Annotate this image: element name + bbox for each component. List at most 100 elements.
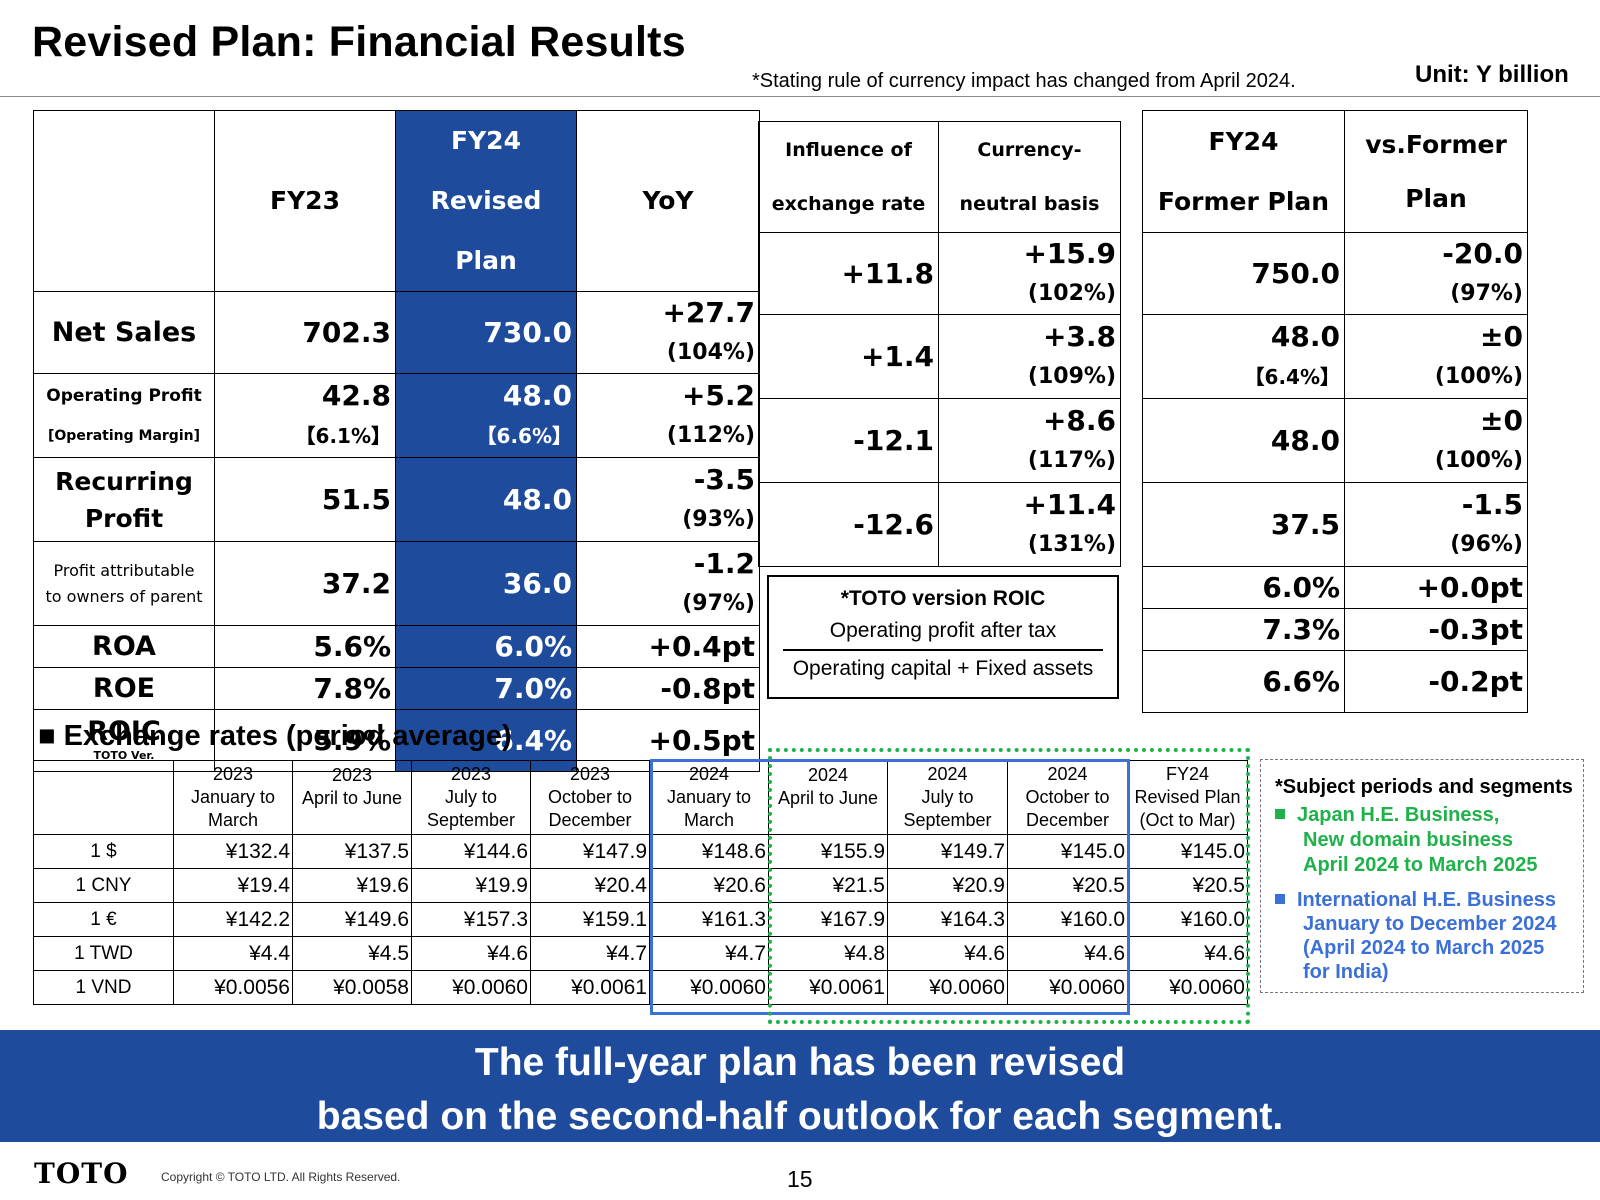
op-label: Operating Profit bbox=[46, 385, 202, 406]
net-sales-yoy: +27.7 (104%) bbox=[576, 291, 760, 374]
fx-col-line2: July to bbox=[444, 787, 498, 807]
copyright: Copyright © TOTO LTD. All Rights Reserve… bbox=[161, 1170, 401, 1184]
fx-col-2023-q1: 2023 January to March bbox=[173, 760, 293, 835]
pp-fy23: 37.2 bbox=[214, 541, 396, 626]
fx-row-twd: 1 TWD ¥4.4 ¥4.5 ¥4.6 ¥4.7 ¥4.7 ¥4.8 ¥4.6… bbox=[33, 936, 1248, 971]
net-sales-influence: +11.8 bbox=[758, 232, 939, 315]
fx-row-label: 1 CNY bbox=[33, 868, 174, 903]
international-period-highlight bbox=[650, 759, 1130, 1015]
fx-cell: ¥149.6 bbox=[292, 902, 412, 937]
op-former-value: 48.0 bbox=[1270, 319, 1340, 353]
fx-col-line2: April to June bbox=[301, 788, 403, 808]
roic-definition-box: *TOTO version ROIC Operating profit afte… bbox=[767, 575, 1119, 699]
rp-vs-value: ±0 bbox=[1480, 403, 1523, 437]
fx-col-line2: April to June bbox=[777, 788, 879, 808]
fx-col-fy24-plan: FY24 Revised Plan (Oct to Mar) bbox=[1127, 760, 1248, 835]
fx-cell: ¥167.9 bbox=[768, 902, 888, 937]
fx-cell: ¥0.0060 bbox=[887, 970, 1008, 1005]
fx-cell: ¥20.5 bbox=[1127, 868, 1248, 903]
fx-col-line2: July to bbox=[921, 787, 974, 807]
financial-table-former: FY24 Former Plan vs.Former Plan 750.0 -20.… bbox=[1142, 110, 1528, 713]
fx-col-year: 2023 bbox=[569, 764, 611, 784]
pp-neutral-pct: (131%) bbox=[1027, 531, 1116, 557]
net-sales-former: 750.0 bbox=[1142, 232, 1345, 315]
currency-note: *Stating rule of currency impact has cha… bbox=[752, 70, 1296, 92]
pp-neutral-value: +11.4 bbox=[1023, 487, 1116, 521]
fx-header-blank bbox=[33, 760, 174, 835]
header-vs-line2: Plan bbox=[1405, 183, 1467, 213]
pp-label: Profit attributable bbox=[53, 560, 195, 580]
row-label-profit-parent: Profit attributable to owners of parent bbox=[33, 541, 215, 626]
fx-row-label: 1 $ bbox=[33, 834, 174, 869]
pp-vs-pct: (96%) bbox=[1450, 531, 1523, 557]
rp-influence: -12.1 bbox=[758, 398, 939, 483]
segment-japan-line3: April 2024 to March 2025 bbox=[1303, 854, 1538, 876]
pp-yoy: -1.2 (97%) bbox=[576, 541, 760, 626]
net-sales-neutral: +15.9 (102%) bbox=[938, 232, 1121, 315]
fx-cell: ¥0.0060 bbox=[649, 970, 769, 1005]
fx-col-2023-q3: 2023 July to September bbox=[411, 760, 531, 835]
segment-japan-line2: New domain business bbox=[1303, 829, 1514, 851]
roe-former: 7.3% bbox=[1142, 608, 1345, 651]
fx-cell: ¥164.3 bbox=[887, 902, 1008, 937]
fx-cell: ¥0.0061 bbox=[530, 970, 650, 1005]
pp-fy24: 36.0 bbox=[395, 541, 577, 626]
fx-cell: ¥0.0061 bbox=[768, 970, 888, 1005]
rp-yoy: -3.5 (93%) bbox=[576, 457, 760, 542]
op-former: 48.0 【6.4%】 bbox=[1142, 314, 1345, 399]
fx-row-cny: 1 CNY ¥19.4 ¥19.6 ¥19.9 ¥20.4 ¥20.6 ¥21.… bbox=[33, 868, 1248, 903]
fx-row-label: 1 VND bbox=[33, 970, 174, 1005]
fx-col-line3: December bbox=[548, 810, 632, 830]
segment-intl-line2: January to December 2024 bbox=[1303, 913, 1557, 935]
fx-row-label: 1 € bbox=[33, 902, 174, 937]
row-label-net-sales: Net Sales bbox=[33, 291, 215, 374]
fx-col-year: 2023 bbox=[212, 764, 254, 784]
rp-fy24: 48.0 bbox=[395, 457, 577, 542]
fx-col-year: 2023 bbox=[450, 764, 492, 784]
roa-vs: +0.0pt bbox=[1344, 566, 1528, 609]
fx-cell: ¥137.5 bbox=[292, 834, 412, 869]
header-influence: Influence of exchange rate bbox=[758, 121, 939, 233]
op-fy23-value: 42.8 bbox=[321, 378, 391, 412]
pp-neutral: +11.4 (131%) bbox=[938, 482, 1121, 567]
roe-yoy: -0.8pt bbox=[576, 667, 760, 710]
net-sales-yoy-value: +27.7 bbox=[662, 295, 755, 329]
fx-cell: ¥4.5 bbox=[292, 936, 412, 971]
fx-cell: ¥21.5 bbox=[768, 868, 888, 903]
op-yoy: +5.2 (112%) bbox=[576, 373, 760, 458]
fx-row-vnd: 1 VND ¥0.0056 ¥0.0058 ¥0.0060 ¥0.0061 ¥0… bbox=[33, 970, 1248, 1005]
op-vs-value: ±0 bbox=[1480, 319, 1523, 353]
op-neutral-value: +3.8 bbox=[1042, 319, 1116, 353]
op-former-margin: 【6.4%】 bbox=[1244, 364, 1340, 389]
fx-cell: ¥0.0060 bbox=[411, 970, 531, 1005]
header-blank bbox=[33, 110, 215, 292]
fx-col-line2: October to bbox=[1025, 787, 1110, 807]
fx-cell: ¥4.7 bbox=[530, 936, 650, 971]
fx-cell: ¥142.2 bbox=[173, 902, 293, 937]
fx-cell: ¥4.4 bbox=[173, 936, 293, 971]
fx-col-line3: December bbox=[1025, 810, 1110, 830]
rp-fy23: 51.5 bbox=[214, 457, 396, 542]
rp-yoy-pct: (93%) bbox=[682, 506, 755, 532]
pp-vs: -1.5 (96%) bbox=[1344, 482, 1528, 567]
pp-vs-value: -1.5 bbox=[1461, 487, 1523, 521]
fx-cell: ¥19.6 bbox=[292, 868, 412, 903]
row-label-operating-profit: Operating Profit [Operating Margin] bbox=[33, 373, 215, 458]
header-former-line1: FY24 bbox=[1208, 126, 1279, 156]
roa-former: 6.0% bbox=[1142, 566, 1345, 609]
fx-col-line3: (Oct to Mar) bbox=[1139, 810, 1236, 830]
net-sales-vs: -20.0 (97%) bbox=[1344, 232, 1528, 315]
header-fy23: FY23 bbox=[214, 110, 396, 292]
header-fy24-line1: FY24 bbox=[451, 126, 521, 155]
header-influence-line1: Influence of bbox=[785, 139, 912, 161]
fx-cell: ¥4.6 bbox=[1127, 936, 1248, 971]
header-fy24-revised: FY24 Revised Plan bbox=[395, 110, 577, 292]
fx-cell: ¥144.6 bbox=[411, 834, 531, 869]
rp-neutral-value: +8.6 bbox=[1042, 403, 1116, 437]
fx-cell: ¥0.0058 bbox=[292, 970, 412, 1005]
rp-yoy-value: -3.5 bbox=[693, 462, 755, 496]
op-yoy-value: +5.2 bbox=[681, 378, 755, 412]
op-fy23-margin: 【6.1%】 bbox=[295, 423, 391, 448]
financial-table-currency: Influence of exchange rate Currency-neutr… bbox=[758, 121, 1121, 567]
net-sales-neutral-value: +15.9 bbox=[1023, 236, 1116, 270]
